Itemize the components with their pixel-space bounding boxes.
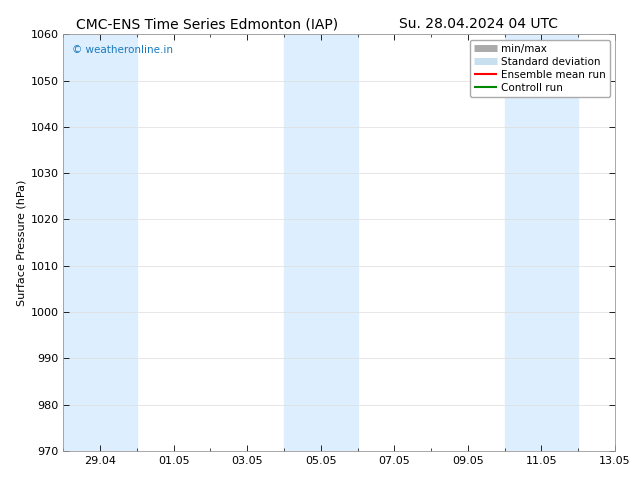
Text: © weatheronline.in: © weatheronline.in — [72, 45, 172, 55]
Legend: min/max, Standard deviation, Ensemble mean run, Controll run: min/max, Standard deviation, Ensemble me… — [470, 40, 610, 97]
Y-axis label: Surface Pressure (hPa): Surface Pressure (hPa) — [16, 179, 26, 306]
Bar — [63, 34, 137, 451]
Bar — [505, 34, 578, 451]
Text: Su. 28.04.2024 04 UTC: Su. 28.04.2024 04 UTC — [399, 17, 558, 31]
Bar — [284, 34, 358, 451]
Text: CMC-ENS Time Series Edmonton (IAP): CMC-ENS Time Series Edmonton (IAP) — [76, 17, 338, 31]
